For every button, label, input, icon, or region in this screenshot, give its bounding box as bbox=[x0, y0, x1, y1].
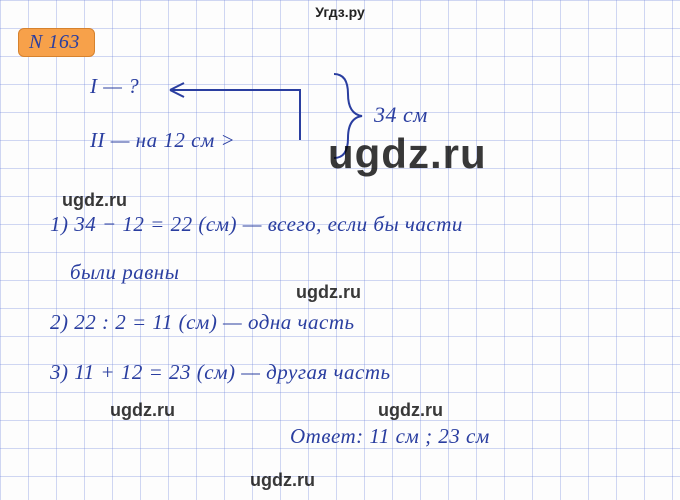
given-line-1: I — ? bbox=[90, 74, 139, 99]
answer-line: Ответ: 11 см ; 23 см bbox=[290, 424, 490, 449]
page-header: Угдз.ру bbox=[0, 4, 680, 20]
total-brace bbox=[328, 70, 368, 162]
step-1: 1) 34 − 12 = 22 (см) — всего, если бы ча… bbox=[50, 212, 463, 237]
comparison-arrow bbox=[150, 74, 320, 154]
step-1b: были равны bbox=[70, 260, 179, 285]
step-3: 3) 11 + 12 = 23 (см) — другая часть bbox=[50, 360, 391, 385]
step-2: 2) 22 : 2 = 11 (см) — одна часть bbox=[50, 310, 355, 335]
total-label: 34 см bbox=[374, 102, 428, 128]
problem-number-tag: N 163 bbox=[18, 28, 95, 57]
